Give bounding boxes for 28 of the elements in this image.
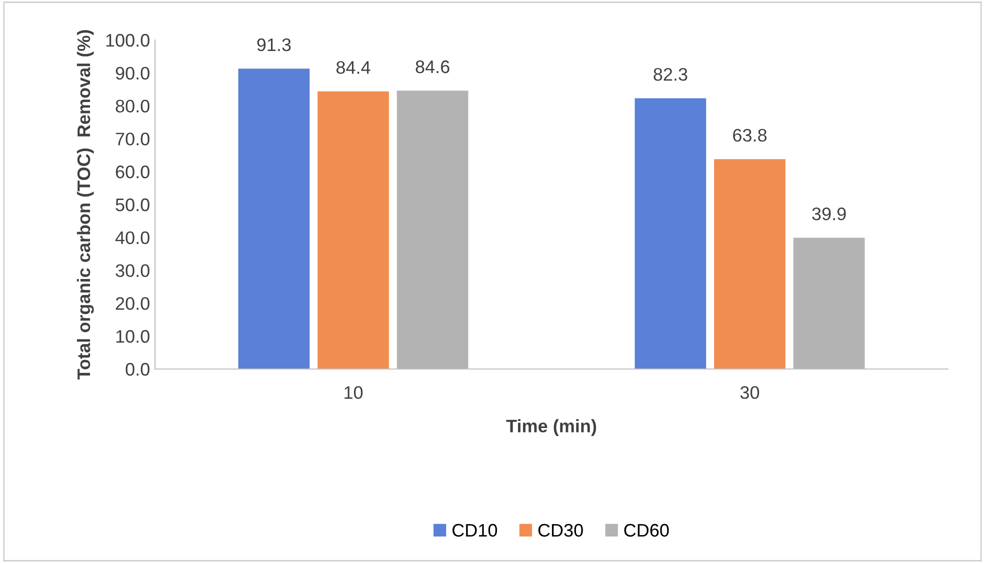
data-label: 39.9 bbox=[812, 207, 846, 220]
data-label: 91.3 bbox=[257, 38, 291, 52]
data-label: 63.8 bbox=[733, 128, 767, 142]
y-tick-label: 50.0 bbox=[116, 198, 150, 212]
y-tick-label: 90.0 bbox=[116, 66, 150, 80]
bar bbox=[238, 68, 310, 369]
legend-label: CD10 bbox=[452, 524, 498, 537]
data-label: 84.6 bbox=[416, 60, 450, 74]
y-tick-label: 100.0 bbox=[106, 34, 150, 47]
y-tick-label: 80.0 bbox=[116, 100, 150, 113]
bar bbox=[634, 98, 706, 369]
y-tick-label: 0.0 bbox=[126, 362, 150, 376]
y-axis-title: Total organic carbon (TOC) Removal (%) bbox=[76, 30, 94, 380]
y-tick-label: 20.0 bbox=[116, 297, 150, 310]
x-axis-title: Time (min) bbox=[506, 419, 596, 436]
x-tick-label: 10 bbox=[344, 386, 363, 399]
y-tick-label: 10.0 bbox=[116, 330, 150, 343]
x-tick-label: 30 bbox=[740, 386, 760, 399]
legend-label: CD60 bbox=[624, 524, 669, 537]
legend-label: CD30 bbox=[538, 524, 583, 537]
data-label: 82.3 bbox=[654, 68, 688, 81]
y-tick-label: 60.0 bbox=[116, 166, 150, 178]
y-tick-label: 30.0 bbox=[116, 264, 150, 278]
data-label: 84.4 bbox=[336, 61, 370, 74]
y-tick-label: 70.0 bbox=[116, 132, 150, 146]
y-tick-label: 40.0 bbox=[115, 231, 150, 244]
bar bbox=[318, 91, 389, 369]
bar bbox=[714, 159, 786, 369]
